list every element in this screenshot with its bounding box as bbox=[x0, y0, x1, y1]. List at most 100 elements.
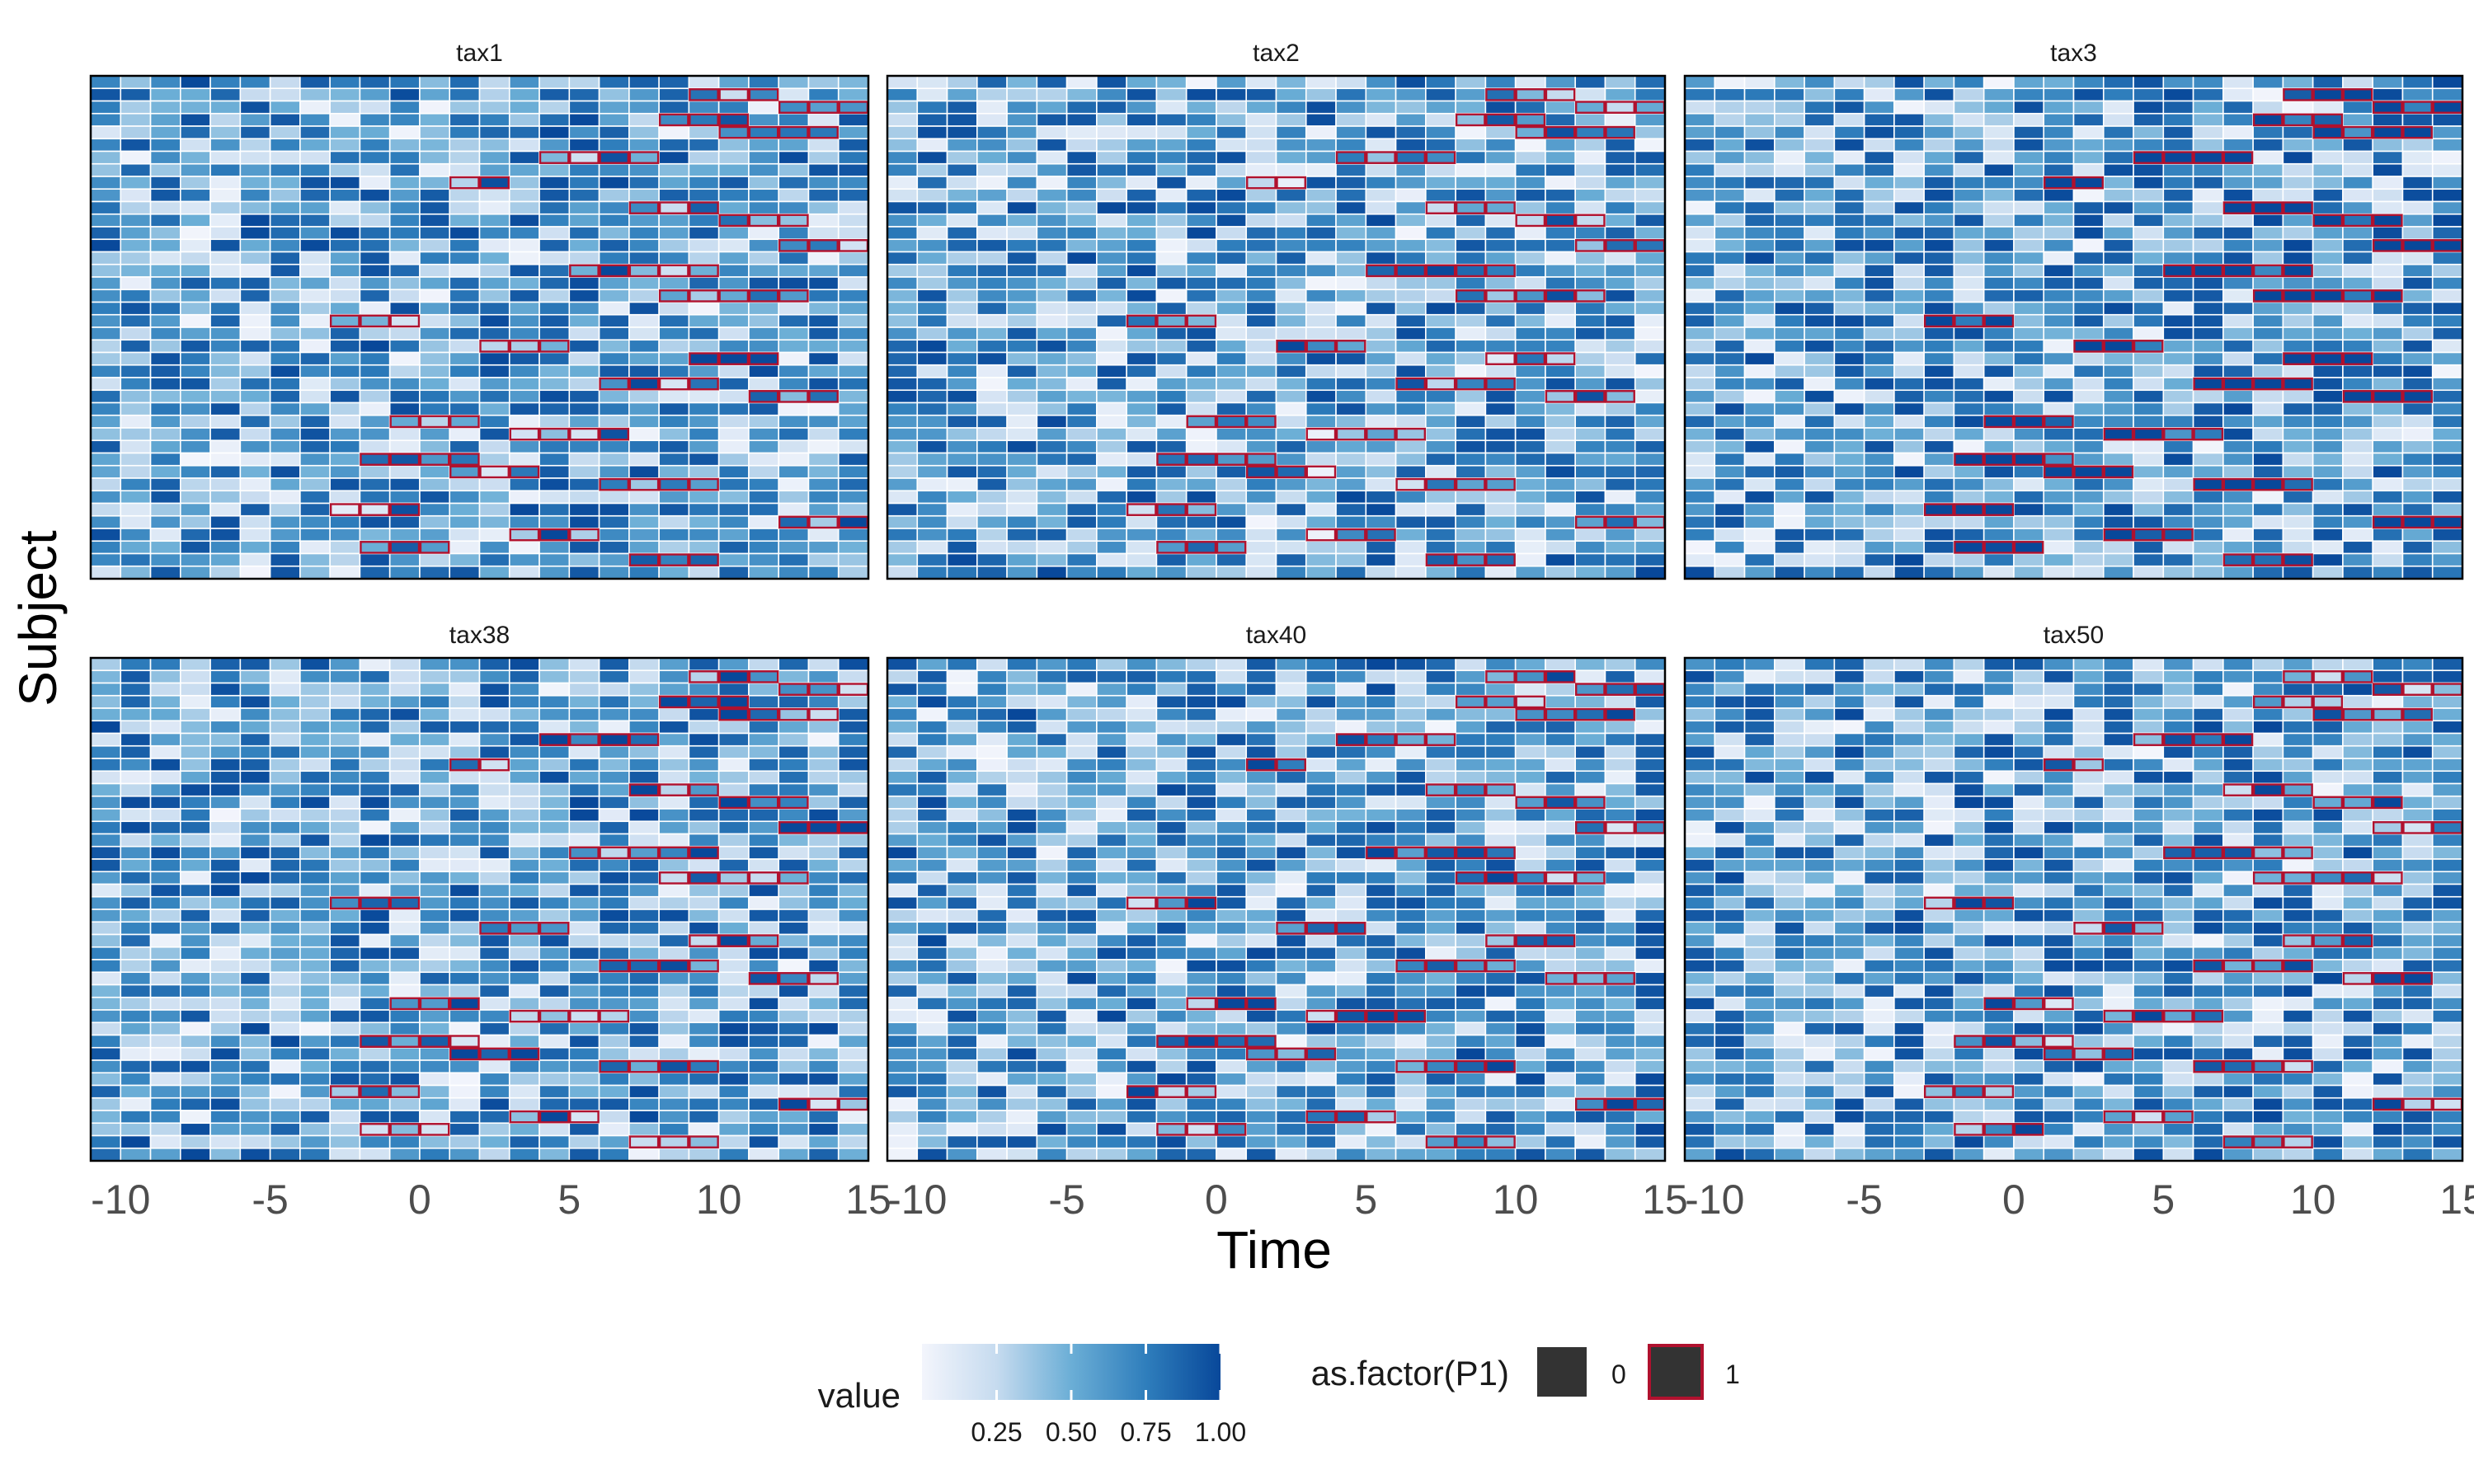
heatmap-cell bbox=[1804, 389, 1836, 404]
heatmap-cell bbox=[269, 959, 301, 974]
heatmap-cell bbox=[478, 795, 510, 810]
heatmap-cell bbox=[778, 439, 810, 454]
p1-flag-cell bbox=[778, 796, 809, 810]
heatmap-cell bbox=[449, 464, 481, 479]
heatmap-cell bbox=[916, 732, 948, 747]
heatmap-cell bbox=[1065, 402, 1098, 416]
heatmap-cell bbox=[1714, 176, 1746, 190]
heatmap-cell bbox=[887, 100, 919, 115]
heatmap-cell bbox=[239, 565, 271, 580]
heatmap-cell bbox=[1514, 795, 1546, 810]
heatmap-cell bbox=[149, 477, 181, 492]
heatmap-cell bbox=[2102, 213, 2134, 228]
heatmap-cell bbox=[180, 1034, 211, 1049]
heatmap-cell bbox=[359, 1097, 391, 1111]
p1-flag-cell bbox=[539, 922, 570, 935]
heatmap-cell bbox=[1574, 138, 1606, 153]
heatmap-cell bbox=[778, 732, 810, 747]
heatmap-cell bbox=[299, 1059, 331, 1074]
heatmap-cell bbox=[1006, 313, 1038, 328]
heatmap-cell bbox=[688, 490, 720, 505]
heatmap-cell bbox=[359, 75, 391, 90]
heatmap-cell bbox=[628, 871, 660, 885]
heatmap-cell bbox=[120, 162, 152, 177]
heatmap-cell bbox=[1216, 301, 1248, 316]
heatmap-cell bbox=[946, 138, 978, 153]
heatmap-cell bbox=[2162, 301, 2194, 316]
heatmap-cell bbox=[1804, 339, 1836, 354]
heatmap-cell bbox=[837, 795, 869, 810]
heatmap-cell bbox=[837, 402, 869, 416]
heatmap-cell bbox=[717, 514, 750, 529]
heatmap-cell bbox=[269, 477, 301, 492]
heatmap-cell bbox=[2312, 477, 2344, 492]
heatmap-cell bbox=[388, 112, 421, 127]
heatmap-cell bbox=[1684, 389, 1716, 404]
heatmap-cell bbox=[2342, 150, 2373, 165]
p1-flag-cell bbox=[689, 289, 719, 303]
heatmap-cell bbox=[837, 1110, 869, 1125]
heatmap-cell bbox=[2252, 477, 2284, 492]
heatmap-cell bbox=[1574, 87, 1606, 102]
heatmap-cell bbox=[2043, 251, 2075, 265]
heatmap-cell bbox=[748, 971, 779, 986]
heatmap-cell bbox=[1365, 351, 1397, 366]
p1-flag-cell bbox=[1515, 88, 1546, 101]
heatmap-cell bbox=[1923, 276, 1955, 291]
heatmap-cell bbox=[1774, 150, 1805, 165]
heatmap-cell bbox=[1096, 150, 1127, 165]
heatmap-cell bbox=[1455, 552, 1487, 567]
heatmap-cell bbox=[1365, 364, 1397, 378]
heatmap-cell bbox=[1335, 226, 1367, 241]
heatmap-cell bbox=[1185, 414, 1217, 429]
heatmap-cell bbox=[1545, 251, 1576, 265]
heatmap-cell bbox=[976, 439, 1008, 454]
heatmap-cell bbox=[2401, 326, 2434, 341]
heatmap-cell bbox=[598, 326, 630, 341]
heatmap-cell bbox=[419, 1110, 451, 1125]
heatmap-cell bbox=[688, 377, 720, 392]
heatmap-cell bbox=[748, 490, 779, 505]
heatmap-cell bbox=[778, 971, 810, 986]
heatmap-cell bbox=[1923, 439, 1955, 454]
heatmap-cell bbox=[1155, 720, 1188, 735]
heatmap-cell bbox=[419, 402, 451, 416]
heatmap-cell bbox=[359, 657, 391, 672]
heatmap-cell bbox=[1305, 263, 1337, 278]
heatmap-cell bbox=[2162, 326, 2194, 341]
heatmap-cell bbox=[449, 502, 481, 517]
heatmap-cell bbox=[748, 540, 779, 555]
heatmap-cell bbox=[209, 138, 242, 153]
heatmap-cell bbox=[478, 996, 510, 1011]
heatmap-cell bbox=[1684, 251, 1716, 265]
heatmap-cell bbox=[688, 971, 720, 986]
heatmap-cell bbox=[419, 490, 451, 505]
heatmap-cell bbox=[568, 871, 600, 885]
heatmap-cell bbox=[1065, 439, 1098, 454]
heatmap-cell bbox=[329, 100, 361, 115]
heatmap-cell bbox=[717, 845, 750, 860]
heatmap-cell bbox=[1155, 75, 1188, 90]
heatmap-cell bbox=[1096, 782, 1127, 797]
heatmap-cell bbox=[748, 1122, 779, 1137]
p1-flag-cell bbox=[1425, 477, 1456, 491]
heatmap-cell bbox=[807, 377, 840, 392]
heatmap-cell bbox=[1006, 770, 1038, 785]
heatmap-cell bbox=[2162, 112, 2194, 127]
heatmap-cell bbox=[1634, 364, 1666, 378]
heatmap-cell bbox=[688, 176, 720, 190]
heatmap-cell bbox=[887, 514, 919, 529]
heatmap-cell bbox=[478, 682, 510, 697]
heatmap-cell bbox=[837, 213, 869, 228]
heatmap-cell bbox=[887, 226, 919, 241]
heatmap-cell bbox=[1395, 439, 1427, 454]
heatmap-cell bbox=[837, 1134, 869, 1149]
heatmap-cell bbox=[946, 427, 978, 442]
heatmap-cell bbox=[887, 402, 919, 416]
heatmap-cell bbox=[149, 921, 181, 936]
heatmap-cell bbox=[1395, 758, 1427, 773]
heatmap-cell bbox=[598, 263, 630, 278]
heatmap-cell bbox=[2282, 150, 2314, 165]
heatmap-cell bbox=[1923, 150, 1955, 165]
heatmap-cell bbox=[1275, 402, 1307, 416]
